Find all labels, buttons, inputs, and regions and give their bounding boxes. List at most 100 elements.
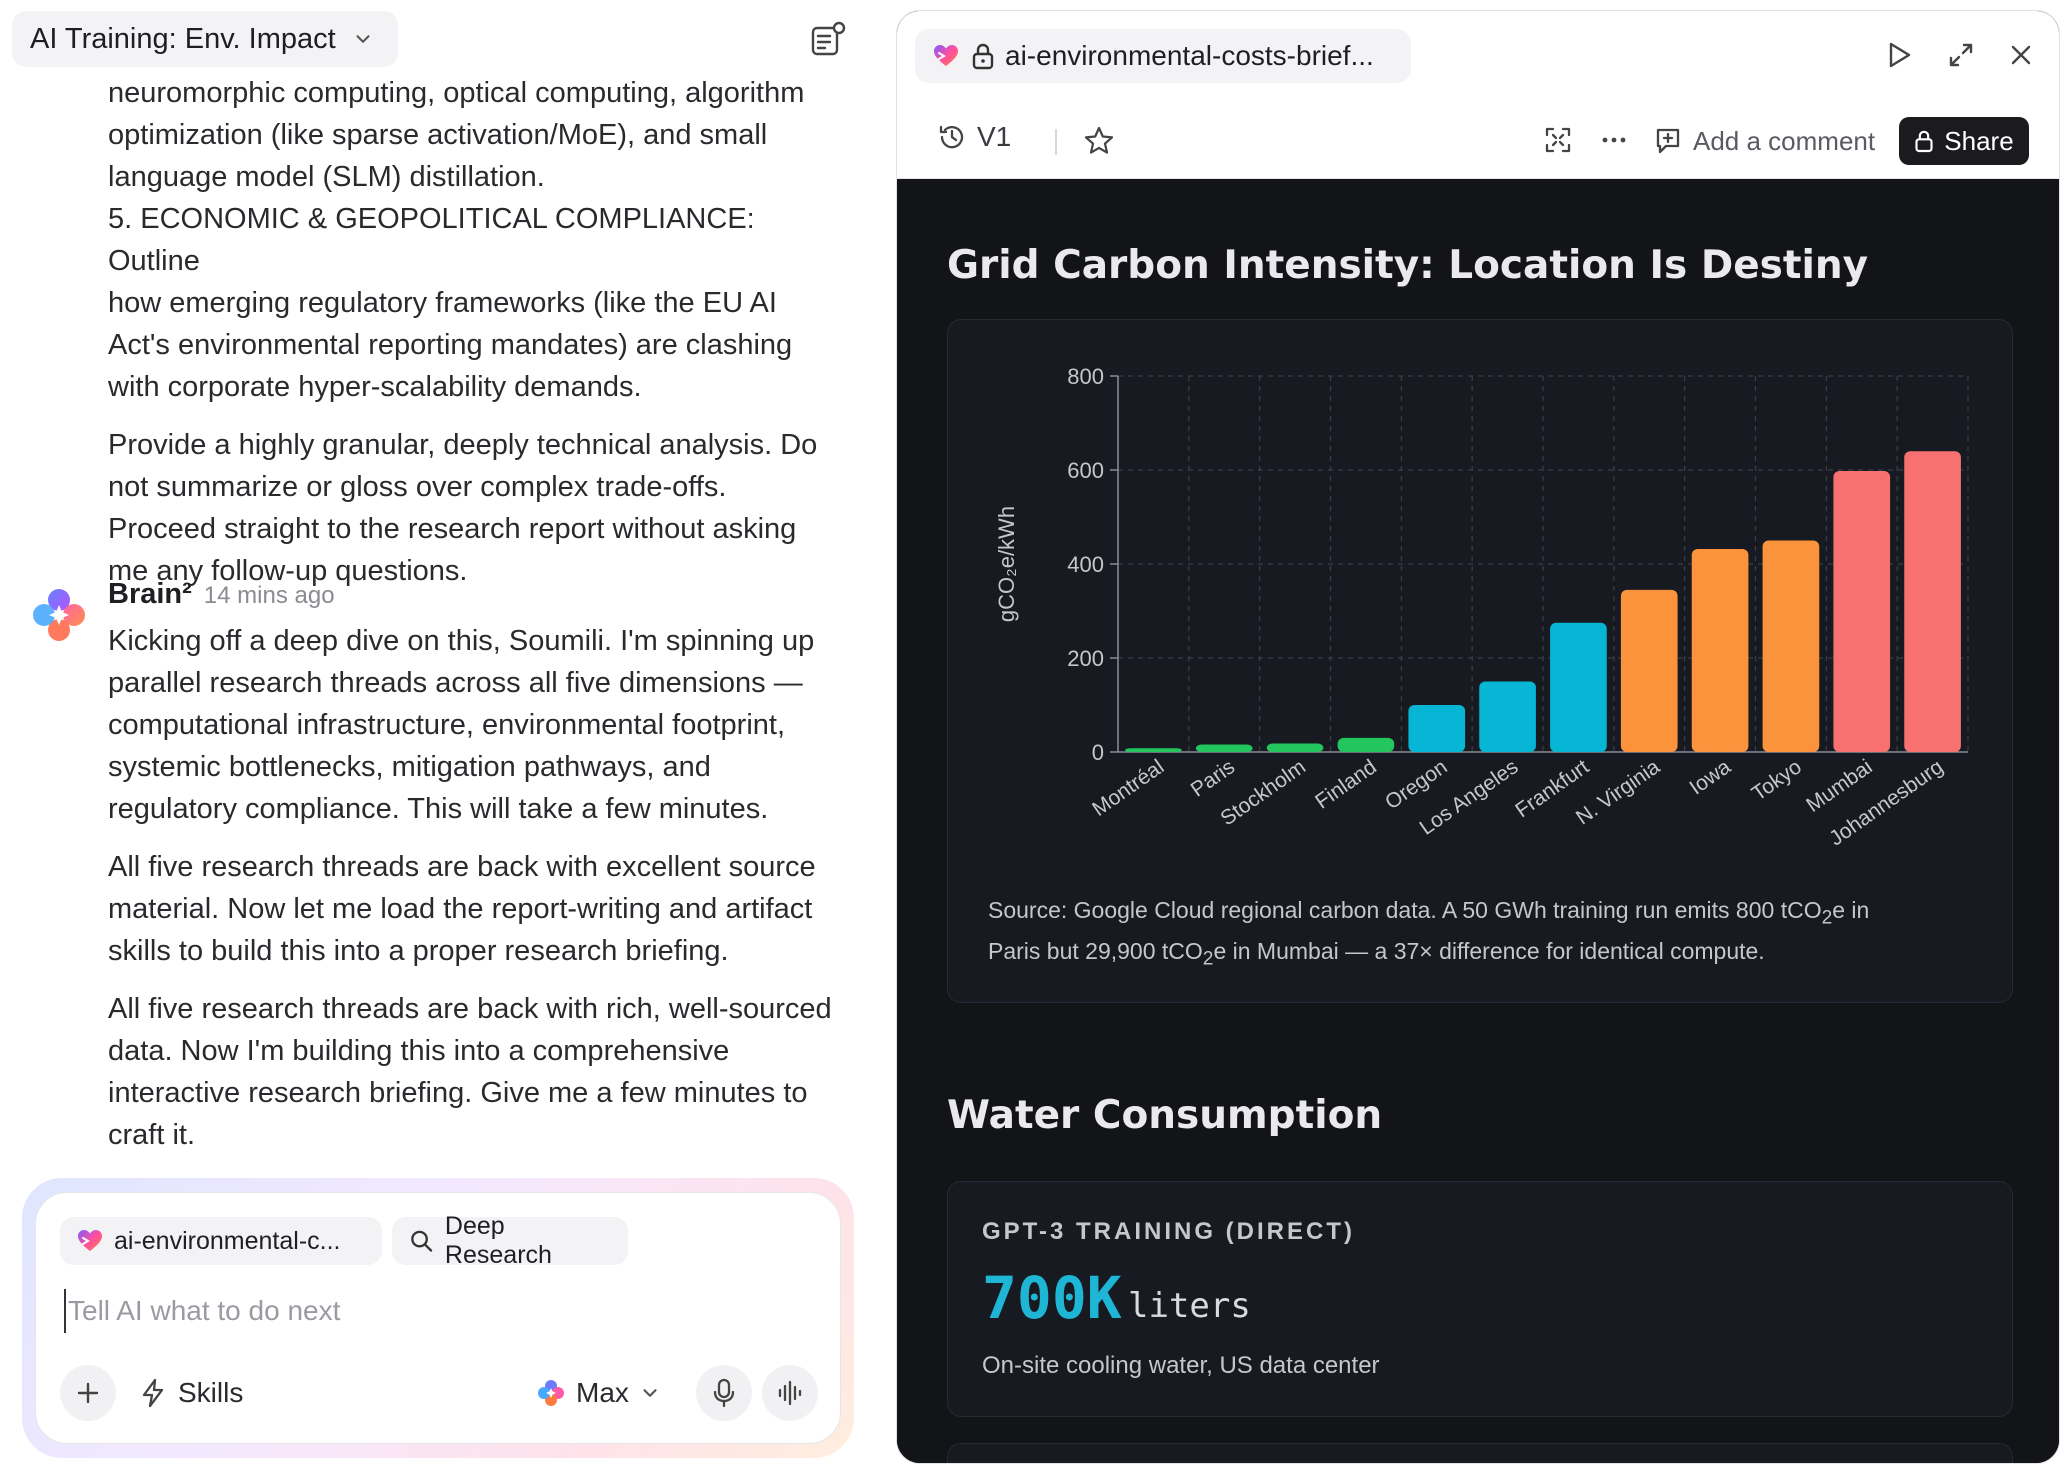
chevron-down-icon xyxy=(643,1389,657,1397)
stat-value: 700K xyxy=(982,1264,1122,1332)
subscript: 2 xyxy=(1821,907,1833,929)
version-label: V1 xyxy=(977,121,1012,152)
assistant-paragraph: All five research threads are back with … xyxy=(108,846,848,972)
source-text: e in Mumbai — a 37× difference for ident… xyxy=(1213,937,1765,964)
reply-line: computational infrastructure, environmen… xyxy=(108,709,786,741)
user-message-line: me any follow-up questions. xyxy=(108,555,468,587)
attached-file-name: ai-environmental-c... xyxy=(114,1226,341,1255)
user-message: neuromorphic computing, optical computin… xyxy=(108,72,848,592)
bar xyxy=(1550,622,1607,752)
artifact-header: ai-environmental-costs-brief... V1 xyxy=(897,11,2059,179)
reply-line: material. Now let me load the report-wri… xyxy=(108,893,813,925)
model-label: Max xyxy=(576,1377,629,1408)
search-icon xyxy=(411,1230,433,1252)
stat-label: GPT-3 TRAINING (DIRECT) xyxy=(982,1218,1355,1245)
chart-card: 0 200 400 600 800 gCO₂e/kWh Montréal Paris Stock… xyxy=(947,319,2013,1003)
assistant-message: Kicking off a deep dive on this, Soumili… xyxy=(108,620,848,1156)
microphone-icon xyxy=(713,1378,735,1408)
bar xyxy=(1408,705,1466,752)
user-message-line: Act's environmental reporting mandates) … xyxy=(108,329,793,361)
deep-research-label: Deep Research xyxy=(444,1212,552,1269)
chart-source-note: Source: Google Cloud regional carbon dat… xyxy=(988,894,1988,975)
share-button[interactable]: Share xyxy=(1899,117,2029,165)
expand-button[interactable] xyxy=(1943,37,1979,73)
deep-research-chip[interactable]: Deep Research xyxy=(392,1212,628,1269)
user-message-line: not summarize or gloss over complex trad… xyxy=(108,471,727,503)
user-message-line: how emerging regulatory frameworks (like… xyxy=(108,287,777,319)
user-message-line: optimization (like sparse activation/MoE… xyxy=(108,119,768,151)
toolbar-divider xyxy=(1055,129,1057,155)
skills-label: Skills xyxy=(178,1377,244,1408)
artifact-toolbar: V1 Add a comment Share xyxy=(897,111,2059,171)
lock-icon xyxy=(1915,130,1933,153)
bar xyxy=(1691,548,1749,752)
reply-line: Kicking off a deep dive on this, Soumili… xyxy=(108,625,815,657)
assistant-name: Brain² xyxy=(108,578,192,610)
x-tick-label: Tokyo xyxy=(1748,755,1806,805)
more-options-icon[interactable] xyxy=(1599,125,1629,155)
user-message-line: with corporate hyper-scalability demands… xyxy=(108,371,642,403)
y-axis-label: gCO₂e/kWh xyxy=(994,506,1019,622)
user-message-line: language model (SLM) distillation. xyxy=(108,161,545,193)
reply-line: data. Now I'm building this into a compr… xyxy=(108,1035,730,1067)
section-title-grid-carbon: Grid Carbon Intensity: Location Is Desti… xyxy=(947,243,1869,288)
chat-pane: AI Training: Env. Impact neuromorphic co… xyxy=(0,0,872,1470)
microphone-button[interactable] xyxy=(696,1365,752,1421)
y-tick-label: 400 xyxy=(1067,552,1104,577)
user-message-line: Provide a highly granular, deeply techni… xyxy=(108,429,818,461)
bar xyxy=(1762,540,1820,752)
user-message-line: Proceed straight to the research report … xyxy=(108,513,797,545)
add-comment-button[interactable]: Add a comment xyxy=(1653,119,1875,163)
section-title-water: Water Consumption xyxy=(947,1093,1383,1138)
reply-line: skills to build this into a proper resea… xyxy=(108,935,729,967)
star-icon[interactable] xyxy=(1083,125,1115,157)
user-message-line: neuromorphic computing, optical computin… xyxy=(108,77,805,109)
bar xyxy=(1337,737,1395,752)
artifact-file-tab[interactable]: ai-environmental-costs-brief... xyxy=(915,29,1411,83)
comment-add-icon xyxy=(1656,128,1680,154)
play-button[interactable] xyxy=(1881,37,1917,73)
bar xyxy=(1620,589,1678,752)
play-icon xyxy=(1889,42,1911,68)
model-selector[interactable]: Max xyxy=(536,1369,661,1417)
skills-button[interactable]: Skills xyxy=(140,1369,243,1417)
voice-mode-button[interactable] xyxy=(762,1365,818,1421)
assistant-message-header: Brain² 14 mins ago xyxy=(108,578,335,611)
bar xyxy=(1266,743,1324,752)
bar xyxy=(1833,470,1891,752)
add-attachment-button[interactable] xyxy=(60,1365,116,1421)
lightning-icon xyxy=(142,1378,164,1408)
assistant-paragraph: Kicking off a deep dive on this, Soumili… xyxy=(108,620,848,830)
subscript: 2 xyxy=(1202,948,1214,970)
expand-icon xyxy=(1949,43,1973,67)
y-tick-label: 0 xyxy=(1092,740,1104,765)
conversation-title-dropdown[interactable]: AI Training: Env. Impact xyxy=(12,11,398,67)
attached-file-chip[interactable]: ai-environmental-c... xyxy=(60,1217,382,1265)
bar xyxy=(1904,451,1961,752)
add-comment-label: Add a comment xyxy=(1693,125,1876,156)
close-button[interactable] xyxy=(2003,37,2039,73)
composer: ai-environmental-c... Deep Research Skil… xyxy=(35,1192,841,1444)
heart-logo-icon xyxy=(78,1230,102,1251)
brain-model-icon xyxy=(538,1380,564,1406)
bar xyxy=(1125,748,1182,752)
y-tick-label: 600 xyxy=(1067,458,1104,483)
prompt-input[interactable] xyxy=(64,1289,804,1333)
brain-avatar-icon xyxy=(33,589,85,641)
notes-icon[interactable] xyxy=(808,20,848,60)
plus-icon xyxy=(77,1382,99,1404)
stat-unit: liters xyxy=(1128,1286,1251,1326)
version-history-button[interactable]: V1 xyxy=(937,121,1011,153)
artifact-panel: ai-environmental-costs-brief... V1 xyxy=(896,10,2060,1464)
close-icon xyxy=(2011,45,2031,65)
reply-line: All five research threads are back with … xyxy=(108,993,832,1025)
reply-line: systemic bottlenecks, mitigation pathway… xyxy=(108,751,711,783)
heart-logo-icon xyxy=(934,45,958,66)
reply-line: craft it. xyxy=(108,1119,196,1151)
x-tick-label: Montréal xyxy=(1088,755,1168,821)
assistant-paragraph: All five research threads are back with … xyxy=(108,988,848,1156)
chevron-down-icon xyxy=(356,35,370,43)
share-label: Share xyxy=(1944,125,2014,156)
fullscreen-icon[interactable] xyxy=(1543,125,1573,155)
